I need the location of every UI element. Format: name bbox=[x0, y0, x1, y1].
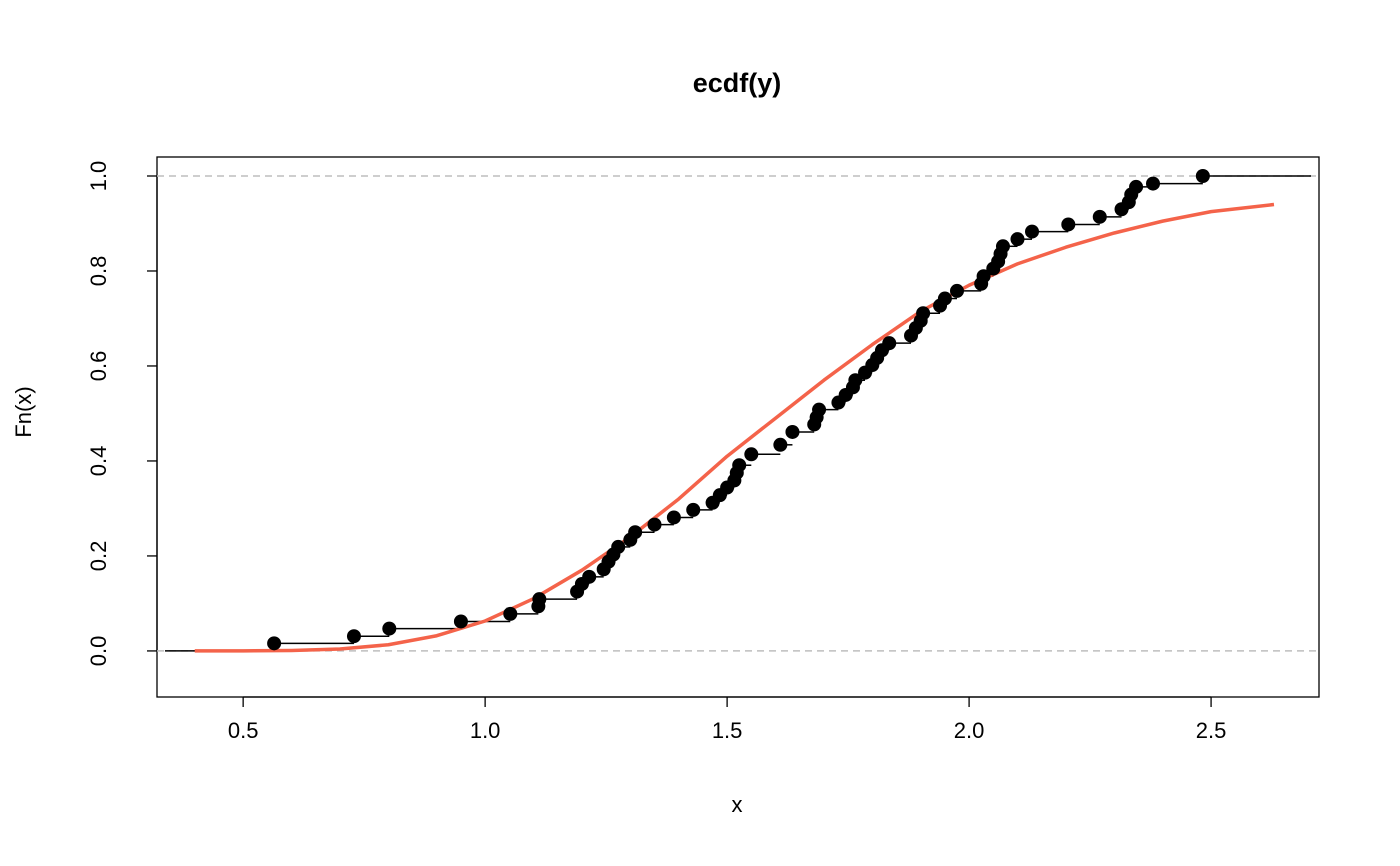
ecdf-point bbox=[1146, 176, 1160, 191]
plot-frame bbox=[156, 156, 1320, 698]
ecdf-point bbox=[848, 373, 863, 388]
ecdf-point bbox=[744, 447, 759, 462]
ecdf-point bbox=[647, 517, 662, 532]
x-tick-label: 1.5 bbox=[712, 718, 743, 743]
x-tick-label: 1.0 bbox=[470, 718, 501, 743]
ecdf-point bbox=[937, 291, 952, 306]
ecdf-point bbox=[267, 636, 282, 651]
y-tick-label: 0.2 bbox=[86, 541, 111, 572]
ecdf-point bbox=[732, 458, 747, 473]
x-tick-label: 2.5 bbox=[1196, 718, 1227, 743]
ecdf-point bbox=[611, 539, 626, 554]
ecdf-point bbox=[666, 510, 681, 525]
chart-title: ecdf(y) bbox=[693, 68, 782, 98]
ecdf-point bbox=[949, 283, 964, 298]
ecdf-point bbox=[582, 569, 597, 584]
y-axis-label: Fn(x) bbox=[11, 386, 36, 437]
ecdf-point bbox=[976, 269, 991, 284]
ecdf-point bbox=[1195, 168, 1210, 183]
ecdf-point bbox=[346, 629, 361, 644]
ecdf-point bbox=[812, 402, 827, 417]
fitted-curve bbox=[194, 202, 1275, 653]
ecdf-point bbox=[1025, 224, 1040, 239]
ecdf-point bbox=[503, 606, 518, 621]
ecdf-point bbox=[882, 336, 897, 351]
ecdf-point bbox=[1061, 217, 1076, 232]
y-tick-label: 1.0 bbox=[86, 161, 111, 192]
y-tick-label: 0.4 bbox=[86, 446, 111, 477]
ecdf-point bbox=[628, 525, 643, 540]
y-tick-label: 0.6 bbox=[86, 351, 111, 382]
ecdf-point bbox=[1010, 232, 1025, 247]
ecdf-point bbox=[1129, 179, 1144, 194]
ecdf-point bbox=[532, 592, 547, 607]
ecdf-point bbox=[686, 502, 701, 517]
x-tick-label: 0.5 bbox=[228, 718, 259, 743]
ecdf-point bbox=[453, 614, 468, 629]
y-tick-label: 0.0 bbox=[86, 636, 111, 667]
y-tick-label: 0.8 bbox=[86, 256, 111, 287]
ecdf-point bbox=[916, 306, 931, 321]
ecdf-point bbox=[382, 621, 397, 636]
ecdf-point bbox=[1092, 209, 1107, 224]
ecdf-point bbox=[773, 437, 788, 452]
ecdf-point bbox=[995, 239, 1010, 254]
x-tick-label: 2.0 bbox=[954, 718, 985, 743]
ecdf-point bbox=[785, 424, 800, 439]
x-axis-label: x bbox=[732, 792, 743, 817]
